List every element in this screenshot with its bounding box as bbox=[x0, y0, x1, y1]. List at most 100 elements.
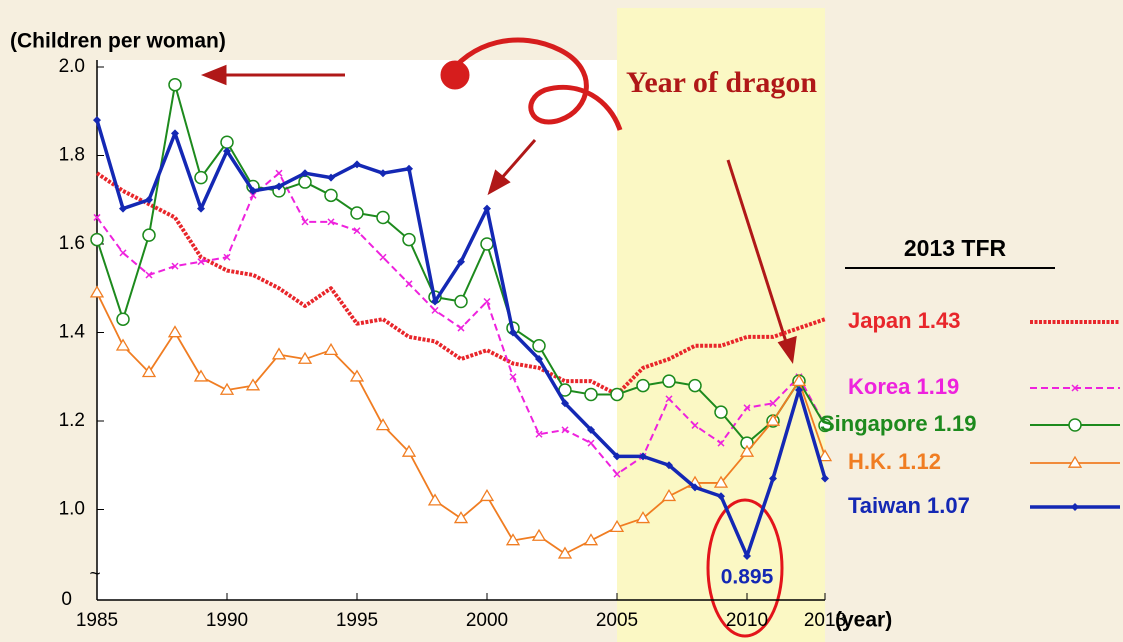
marker bbox=[453, 511, 469, 524]
dragon bbox=[440, 37, 623, 131]
arrow-head bbox=[487, 169, 511, 196]
marker bbox=[327, 218, 335, 226]
marker bbox=[93, 116, 101, 125]
marker bbox=[350, 206, 364, 220]
data-label: 0.895 bbox=[721, 566, 774, 589]
marker bbox=[249, 191, 257, 199]
marker bbox=[349, 369, 365, 382]
legend-marker bbox=[1067, 455, 1083, 468]
marker bbox=[509, 328, 517, 337]
marker bbox=[197, 204, 205, 213]
marker bbox=[223, 147, 231, 156]
legend-label: Taiwan 1.07 bbox=[848, 493, 970, 518]
highlight-band bbox=[617, 8, 825, 642]
marker bbox=[531, 528, 547, 541]
y-tick-label: 1.2 bbox=[59, 410, 85, 431]
marker bbox=[769, 399, 777, 407]
marker bbox=[297, 351, 313, 364]
legend-label: Japan 1.43 bbox=[848, 308, 961, 333]
marker bbox=[323, 342, 339, 356]
x-tick-label: 1995 bbox=[336, 610, 378, 631]
marker bbox=[743, 551, 751, 560]
marker bbox=[197, 258, 205, 266]
marker bbox=[717, 492, 725, 501]
marker bbox=[141, 365, 157, 378]
marker bbox=[457, 324, 465, 332]
marker bbox=[587, 439, 595, 447]
marker bbox=[561, 426, 569, 434]
marker bbox=[479, 488, 495, 502]
marker bbox=[219, 382, 235, 395]
marker bbox=[613, 470, 621, 478]
marker bbox=[584, 387, 598, 402]
marker bbox=[587, 425, 595, 434]
y-axis-label: (Children per woman) bbox=[10, 30, 226, 53]
marker bbox=[142, 228, 156, 242]
marker bbox=[115, 338, 131, 351]
marker bbox=[713, 475, 729, 488]
marker bbox=[119, 249, 127, 257]
marker bbox=[714, 405, 728, 419]
marker bbox=[327, 173, 335, 182]
marker bbox=[301, 169, 309, 178]
marker bbox=[379, 253, 387, 261]
dragon-body bbox=[442, 37, 623, 131]
x-tick-label: 2010 bbox=[726, 610, 768, 631]
marker bbox=[427, 493, 443, 506]
x-tick-label: 1990 bbox=[206, 610, 248, 631]
marker bbox=[431, 306, 439, 314]
marker bbox=[353, 227, 361, 235]
x-tick-label: 2013 bbox=[804, 610, 846, 631]
annotation: Year of dragon bbox=[626, 66, 817, 99]
marker bbox=[480, 237, 494, 251]
marker bbox=[193, 369, 209, 382]
arrow bbox=[726, 159, 789, 346]
legend-label: H.K. 1.12 bbox=[848, 449, 941, 474]
marker bbox=[89, 285, 105, 298]
marker bbox=[636, 378, 650, 393]
marker bbox=[220, 135, 234, 149]
marker bbox=[691, 421, 699, 429]
y-tick-label: 1.6 bbox=[59, 233, 85, 254]
marker bbox=[769, 474, 777, 483]
marker bbox=[509, 373, 517, 381]
marker bbox=[688, 378, 702, 393]
x-tick-label: 2005 bbox=[596, 610, 638, 631]
marker bbox=[613, 452, 621, 461]
marker bbox=[795, 386, 803, 395]
marker bbox=[298, 175, 312, 189]
arrows bbox=[200, 64, 797, 364]
y-tick-label: 1.4 bbox=[59, 322, 86, 343]
highlight-ellipse bbox=[706, 498, 784, 638]
y-tick-label: 1.8 bbox=[59, 145, 85, 166]
marker bbox=[168, 77, 182, 92]
marker bbox=[405, 164, 413, 173]
marker bbox=[119, 204, 127, 213]
marker bbox=[454, 294, 468, 309]
arrow-head bbox=[200, 64, 227, 86]
marker bbox=[324, 188, 338, 203]
legend-title: 2013 TFR bbox=[904, 235, 1007, 261]
marker bbox=[583, 533, 599, 546]
marker bbox=[376, 210, 390, 225]
marker bbox=[483, 297, 491, 306]
marker bbox=[375, 418, 391, 431]
marker bbox=[167, 325, 183, 338]
marker bbox=[665, 461, 673, 470]
marker bbox=[561, 399, 569, 408]
marker bbox=[635, 511, 651, 524]
marker bbox=[245, 378, 261, 391]
marker bbox=[691, 483, 699, 492]
y-tick-label: 1.0 bbox=[59, 499, 85, 520]
marker bbox=[483, 204, 491, 213]
series bbox=[89, 285, 833, 559]
marker bbox=[402, 232, 416, 247]
marker bbox=[401, 444, 417, 457]
marker bbox=[609, 519, 625, 533]
marker bbox=[505, 533, 521, 546]
legend-marker bbox=[1071, 384, 1079, 392]
marker bbox=[818, 418, 832, 433]
legend-marker bbox=[1071, 503, 1079, 511]
